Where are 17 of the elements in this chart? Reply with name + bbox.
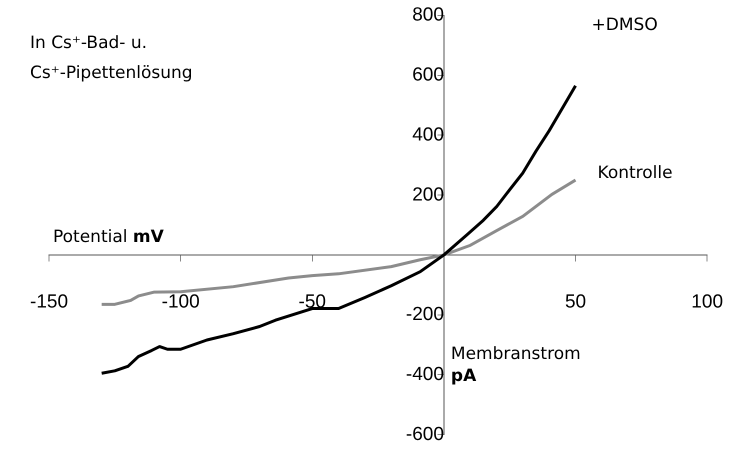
x-axis-title: Potential mV — [53, 226, 165, 247]
y-tick-label: 400 — [412, 124, 444, 146]
x-tick-label: -100 — [162, 292, 200, 313]
y-axis-title: Membranstrom pA — [450, 344, 581, 386]
text: In Cs⁺-Bad- u. Cs⁺-Pipettenlösung — [30, 33, 193, 83]
y-tick-label: -200 — [406, 304, 444, 326]
x-tick-label: 100 — [691, 292, 723, 313]
y-tick-label: 600 — [412, 64, 444, 86]
y-tick-label: 800 — [412, 4, 444, 26]
y-tick-label: -400 — [406, 364, 444, 385]
text: +DMSO — [592, 14, 658, 35]
y-tick-label: 200 — [412, 184, 444, 206]
x-tick-label: -150 — [30, 292, 68, 313]
y-tick-label: -600 — [406, 424, 444, 445]
x-tick-label: -50 — [298, 292, 326, 313]
series-label: Kontrolle — [598, 163, 673, 184]
x-tick-label: 50 — [564, 292, 586, 313]
